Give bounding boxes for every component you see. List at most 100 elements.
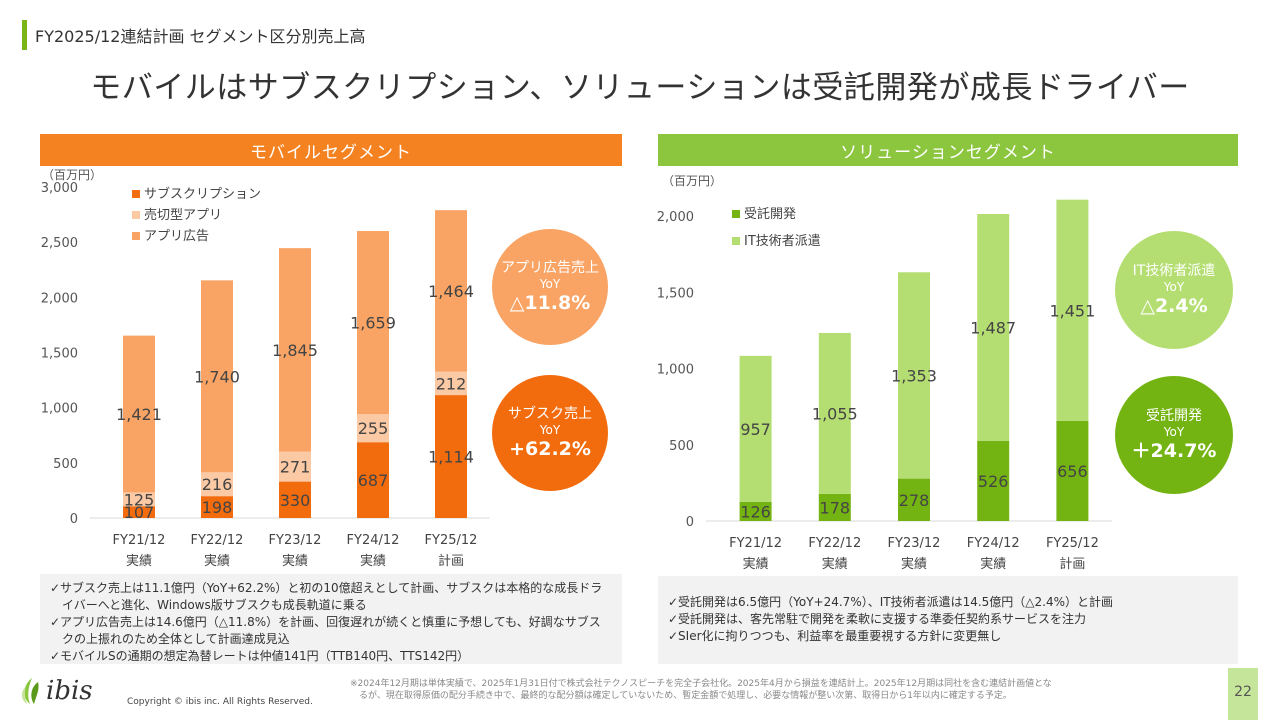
data-label: 126	[740, 502, 771, 521]
data-label: 687	[358, 471, 389, 490]
data-label: 216	[202, 475, 233, 494]
y-tick-label: 0	[70, 512, 78, 527]
note-item: ✓受託開発は6.5億円（YoY+24.7%）、IT技術者派遣は14.5億円（△2…	[668, 595, 1114, 609]
footnote: ※2024年12月期は単体実績で、2025年1月31日付で株式会社テクノスピーチ…	[350, 678, 1210, 702]
note-item: ✓SIer化に拘りつつも、利益率を最重要視する方針に変更無し	[668, 629, 1002, 643]
circle-yoy: YoY	[1163, 424, 1185, 439]
data-label: 278	[899, 491, 930, 510]
circle-label: 受託開発	[1146, 407, 1202, 424]
x-tick-label: FY25/12	[1046, 536, 1099, 551]
data-label: 1,353	[891, 366, 937, 385]
leaf-icon	[21, 678, 39, 704]
legend-swatch	[732, 237, 740, 245]
breadcrumb: FY2025/12連結計画 セグメント区分別売上高	[22, 20, 366, 50]
bar-segment	[739, 355, 772, 502]
x-tick-sublabel: 実績	[743, 556, 769, 572]
page-number-box: 22	[1228, 668, 1258, 720]
y-tick-label: 0	[686, 515, 694, 530]
y-tick-label: 500	[53, 457, 78, 472]
app-ads-yoy-circle: アプリ広告売上 YoY △11.8%	[492, 229, 608, 345]
bar-segment	[123, 492, 155, 507]
x-tick-sublabel: 実績	[360, 553, 386, 569]
data-label: 1,451	[1049, 301, 1095, 320]
data-label: 212	[436, 374, 467, 393]
footnote-line: るが、現在取得原価の配分手続き中で、最終的な配分額は確定していないため、暫定金額…	[350, 691, 1012, 701]
data-label: 1,114	[428, 448, 474, 467]
circle-label: IT技術者派遣	[1132, 262, 1216, 279]
y-tick-label: 1,000	[657, 363, 694, 378]
breadcrumb-text: FY2025/12連結計画 セグメント区分別売上高	[35, 27, 366, 46]
data-label: 125	[124, 490, 155, 509]
x-tick-label: FY22/12	[191, 533, 244, 548]
data-label: 271	[280, 458, 311, 477]
data-label: 1,421	[116, 405, 162, 424]
bar-segment	[818, 493, 851, 521]
x-tick-label: FY24/12	[347, 533, 400, 548]
it-dispatch-yoy-circle: IT技術者派遣 YoY △2.4%	[1115, 231, 1233, 349]
note-item: ✓モバイルSの通期の想定為替レートは仲値141円（TTB140円、TTS142円…	[50, 649, 470, 663]
solution-unit-label: （百万円）	[662, 174, 723, 188]
subscription-yoy-circle: サブスク売上 YoY +62.2%	[492, 375, 608, 491]
x-tick-label: FY23/12	[269, 533, 322, 548]
x-tick-label: FY23/12	[888, 536, 941, 551]
bar-segment	[1056, 199, 1089, 421]
y-tick-label: 500	[669, 439, 694, 454]
data-label: 1,464	[428, 282, 474, 301]
copyright: Copyright © ibis inc. All Rights Reserve…	[127, 697, 313, 707]
x-tick-sublabel: 実績	[204, 553, 230, 569]
x-tick-label: FY21/12	[113, 533, 166, 548]
bar-segment	[279, 451, 311, 482]
data-label: 178	[820, 498, 851, 517]
x-tick-label: FY21/12	[729, 536, 782, 551]
contract-dev-yoy-circle: 受託開発 YoY ＋24.7%	[1115, 376, 1233, 494]
bar-segment	[279, 481, 311, 518]
x-tick-label: FY24/12	[967, 536, 1020, 551]
data-label: 526	[978, 472, 1009, 491]
data-label: 957	[740, 420, 771, 439]
bar-segment	[818, 332, 851, 494]
y-tick-label: 1,000	[41, 402, 78, 417]
x-tick-sublabel: 計画	[1059, 556, 1085, 572]
page-number: 22	[1234, 684, 1252, 700]
bar-segment	[435, 210, 467, 372]
x-tick-sublabel: 実績	[980, 556, 1006, 572]
data-label: 1,740	[194, 367, 240, 386]
y-tick-label: 2,500	[41, 236, 78, 251]
note-item: ✓受託開発は、客先常駐で開発を柔軟に支援する準委任契約系サービスを注力	[668, 612, 1087, 626]
legend-label: サブスクリプション	[144, 186, 261, 202]
solution-segment-header: ソリューションセグメント	[658, 134, 1238, 166]
data-label: 330	[280, 491, 311, 510]
page-title: モバイルはサブスクリプション、ソリューションは受託開発が成長ドライバー	[90, 70, 1190, 106]
bar-segment	[123, 506, 155, 518]
data-label: 656	[1057, 462, 1088, 481]
bar-segment	[1056, 420, 1089, 521]
mobile-segment-header: モバイルセグメント	[40, 134, 622, 166]
y-tick-label: 1,500	[657, 286, 694, 301]
x-tick-sublabel: 実績	[901, 556, 927, 572]
note-item: ✓サブスク売上は11.1億円（YoY+62.2%）と初の10億超えとして計画、サ…	[50, 581, 603, 612]
bar-segment	[357, 231, 389, 415]
y-tick-label: 2,000	[657, 210, 694, 225]
bar-segment	[898, 272, 930, 479]
y-tick-label: 2,000	[41, 291, 78, 306]
bar-segment	[357, 414, 389, 443]
circle-value: △11.8%	[509, 291, 591, 314]
bar-segment	[357, 442, 389, 518]
company-logo: ibis	[18, 676, 93, 706]
x-tick-label: FY22/12	[808, 536, 861, 551]
circle-yoy: YoY	[539, 422, 561, 437]
x-tick-sublabel: 実績	[126, 553, 152, 569]
legend-swatch	[132, 211, 140, 219]
bar-segment	[435, 371, 467, 396]
y-tick-label: 1,500	[41, 347, 78, 362]
legend-label: IT技術者派遣	[744, 234, 821, 249]
data-label: 1,055	[812, 404, 858, 423]
bar-segment	[898, 478, 930, 521]
solution-notes: ✓受託開発は6.5億円（YoY+24.7%）、IT技術者派遣は14.5億円（△2…	[658, 576, 1238, 664]
bar-segment	[279, 248, 311, 452]
circle-yoy: YoY	[1163, 279, 1185, 294]
x-tick-sublabel: 計画	[438, 553, 464, 569]
bar-segment	[201, 280, 233, 473]
footnote-line: ※2024年12月期は単体実績で、2025年1月31日付で株式会社テクノスピーチ…	[350, 679, 1052, 689]
